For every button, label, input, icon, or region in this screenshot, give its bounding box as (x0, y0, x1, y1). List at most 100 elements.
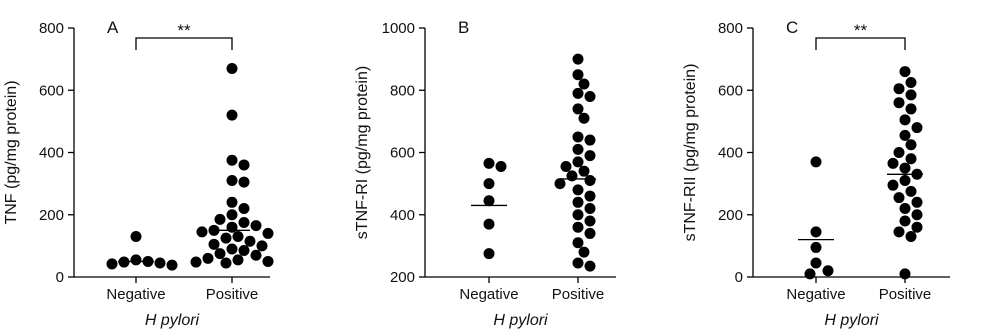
panel-b-positive-point-5 (572, 103, 584, 115)
panel-b-negative-point-3 (483, 195, 495, 207)
panel-b-positive-point-12 (560, 161, 572, 173)
panel-a-negative-point-4 (154, 257, 166, 269)
panel-a-x-tick-label-0: Negative (106, 286, 165, 303)
panel-a-positive-point-17 (220, 232, 232, 244)
panel-c-y-tick-label-1: 200 (718, 207, 743, 224)
panel-b-positive-point-6 (578, 112, 590, 124)
panel-b-y-tick-label-0: 200 (390, 269, 415, 286)
panel-b-negative-point-0 (483, 157, 495, 169)
panel-c-x-tick-label-1: Positive (879, 286, 932, 303)
panel-b-positive-point-3 (572, 87, 584, 99)
panel-a-positive-point-18 (244, 235, 256, 247)
panel-a-x-axis-label: H pylori (145, 312, 200, 329)
panel-c-y-tick-label-4: 800 (718, 20, 743, 37)
panel-c-negative-point-0 (810, 156, 822, 168)
panel-b-y-tick-label-4: 1000 (382, 20, 415, 37)
panel-b-positive-point-10 (584, 150, 596, 162)
panel-b-positive-point-27 (572, 257, 584, 269)
panel-c-positive-point-0 (899, 66, 911, 78)
panel-a-positive-point-28 (190, 256, 202, 268)
panel-a-y-axis-label: TNF (pg/mg protein) (3, 80, 20, 224)
panel-a-positive-point-3 (238, 159, 250, 171)
panel-c-y-tick-label-3: 600 (718, 82, 743, 99)
panel-b-positive-point-16 (554, 178, 566, 190)
panel-b-positive-point-13 (578, 165, 590, 177)
panel-a-y-tick-label-4: 800 (39, 20, 64, 37)
panel-c-significance-bracket (815, 37, 906, 50)
panel-c-positive-point-12 (887, 157, 899, 169)
panel-a-positive-point-15 (262, 227, 274, 239)
panel-c-positive-point-22 (899, 215, 911, 227)
panel-a-positive-point-29 (220, 257, 232, 269)
panel-c-x-tick-label-0: Negative (786, 286, 845, 303)
panel-b-y-tick-label-2: 600 (390, 145, 415, 162)
panel-b-positive-point-26 (578, 246, 590, 258)
panel-a-positive-point-10 (238, 217, 250, 229)
panel-b-x-axis-label: H pylori (493, 312, 548, 329)
panel-c-label: C (786, 18, 798, 37)
panel-b-positive-point-18 (584, 190, 596, 202)
panel-b-label: B (458, 18, 469, 37)
panel-c-negative-point-4 (822, 265, 834, 277)
panel-a-positive-point-6 (226, 196, 238, 208)
panel-b-y-axis-label: sTNF-RI (pg/mg protein) (354, 66, 371, 239)
panel-c-positive-point-15 (899, 175, 911, 187)
panel-a-negative-point-6 (166, 259, 178, 271)
panel-b-positive-point-17 (572, 184, 584, 196)
panel-b-positive-point-15 (584, 175, 596, 187)
panel-a-positive-point-20 (256, 240, 268, 252)
panel-a-positive-point-23 (214, 248, 226, 260)
panel-b-positive-point-8 (584, 134, 596, 146)
panel-b-positive-point-7 (572, 131, 584, 143)
panel-b-positive-point-20 (584, 203, 596, 215)
panel-a-positive-point-26 (232, 254, 244, 266)
panel-a-negative-point-0 (130, 231, 142, 243)
panel-b-y-tick-label-3: 800 (390, 82, 415, 99)
panel-b-negative-point-5 (483, 248, 495, 260)
panel-a-x-tick-label-1: Positive (206, 286, 259, 303)
panel-a-positive-point-19 (208, 238, 220, 250)
panel-b-positive-point-24 (584, 227, 596, 239)
panel-a-y-tick-label-2: 400 (39, 145, 64, 162)
panel-c-positive-point-19 (911, 196, 923, 208)
panel-c-negative-point-1 (810, 226, 822, 238)
panel-a-positive-point-16 (232, 231, 244, 243)
panel-a-positive-point-8 (226, 209, 238, 221)
panel-a-positive-point-1 (226, 109, 238, 121)
panel-c-positive-point-1 (905, 76, 917, 88)
panel-b-positive-point-28 (584, 260, 596, 272)
panel-a-positive-point-7 (238, 203, 250, 215)
panel-b-negative-point-1 (495, 161, 507, 173)
panel-c-positive-point-10 (893, 147, 905, 158)
panel-b-positive-point-11 (572, 156, 584, 168)
panel-a-positive-point-12 (226, 221, 238, 233)
panel-c-positive-point-17 (905, 185, 917, 197)
panel-b-positive-point-14 (566, 170, 578, 182)
panel-c-significance-label: ** (854, 21, 868, 40)
panel-a-negative-point-5 (106, 258, 118, 270)
panel-b-positive-point-19 (572, 196, 584, 208)
panel-b-positive-point-4 (584, 90, 596, 102)
panel-b-positive-point-0 (572, 53, 584, 65)
panel-a-y-tick-label-0: 0 (56, 269, 64, 286)
panel-c-positive-point-2 (893, 83, 905, 95)
panel-b-y-tick-label-1: 400 (390, 207, 415, 224)
panel-a-y-tick-label-1: 200 (39, 207, 64, 224)
panel-a-positive-point-5 (238, 176, 250, 188)
panel-b-positive-point-23 (572, 221, 584, 233)
panel-c-negative-point-5 (804, 268, 816, 280)
panel-c-positive-point-21 (911, 209, 923, 221)
panel-a-significance-bracket (135, 37, 233, 50)
panel-c-positive-point-20 (899, 203, 911, 215)
panel-c-negative-point-2 (810, 241, 822, 253)
panel-a-y-tick-label-3: 600 (39, 82, 64, 99)
panel-c-positive-point-9 (905, 139, 917, 151)
panel-a-positive-point-27 (262, 255, 274, 267)
panel-b-negative-point-2 (483, 178, 495, 190)
panel-b-x-tick-label-0: Negative (459, 286, 518, 303)
panel-a-negative-point-1 (130, 254, 142, 266)
panel-a-positive-point-9 (214, 213, 226, 225)
panel-c-positive-point-8 (899, 129, 911, 141)
panel-b-positive-point-1 (572, 69, 584, 81)
panel-c-positive-point-23 (911, 221, 923, 233)
